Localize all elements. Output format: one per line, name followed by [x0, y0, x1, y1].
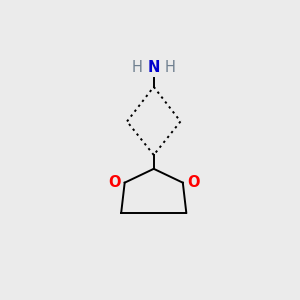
- Text: O: O: [187, 175, 200, 190]
- Text: O: O: [108, 175, 121, 190]
- Text: H: H: [165, 60, 176, 75]
- Text: H: H: [132, 60, 142, 75]
- Text: N: N: [148, 60, 160, 75]
